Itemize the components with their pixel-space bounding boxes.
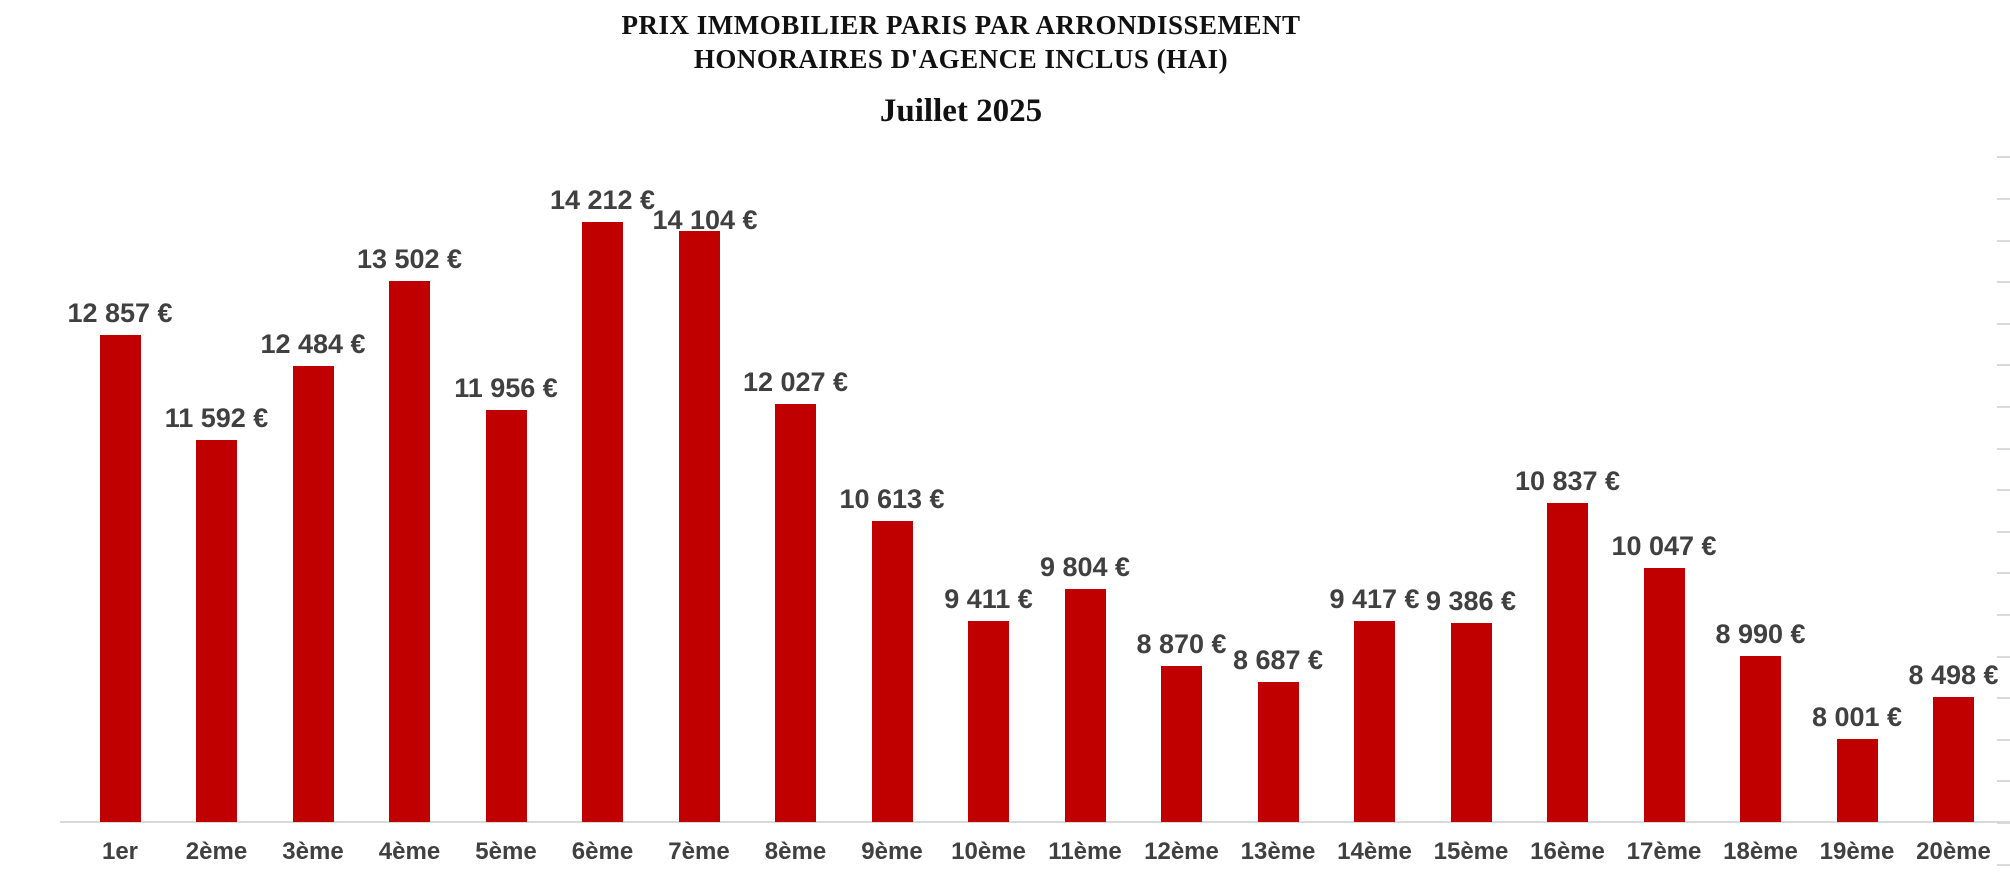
- bar-value-label: 9 411 €: [944, 584, 1033, 614]
- y-axis-tick: [1997, 281, 2010, 283]
- y-axis-tick: [1997, 739, 2010, 741]
- y-axis-tick: [1997, 614, 2010, 616]
- x-axis-label: 6ème: [571, 838, 634, 865]
- bar-value-label: 9 386 €: [1425, 586, 1517, 616]
- chart-title-block: PRIX IMMOBILIER PARIS PAR ARRONDISSEMENT…: [0, 8, 1922, 130]
- bar-8ème: [775, 404, 816, 822]
- bar-9ème: [871, 521, 913, 822]
- x-axis-label: 20ème: [1916, 838, 1991, 865]
- y-axis-tick: [1997, 697, 2010, 699]
- bar-value-label: 9 417 €: [1329, 584, 1420, 614]
- x-axis-label: 4ème: [378, 838, 441, 865]
- bar-12ème: [1161, 666, 1202, 822]
- bar-value-label: 12 857 €: [67, 298, 173, 328]
- bar-13ème: [1257, 682, 1299, 822]
- bar-value-label: 11 956 €: [454, 373, 558, 403]
- bar-7ème: [678, 231, 720, 822]
- bar-10ème: [968, 621, 1009, 822]
- bar-value-label: 8 498 €: [1908, 660, 1999, 690]
- bar-19ème: [1836, 739, 1878, 822]
- bar-16ème: [1547, 503, 1588, 822]
- bar-value-label: 14 212 €: [549, 185, 656, 215]
- bar-value-label: 10 837 €: [1514, 466, 1621, 496]
- bar-11ème: [1064, 589, 1106, 822]
- chart-title-line-1: PRIX IMMOBILIER PARIS PAR ARRONDISSEMENT: [621, 10, 1301, 40]
- x-axis-label: 16ème: [1530, 838, 1605, 865]
- bar-value-label: 8 687 €: [1232, 645, 1324, 675]
- bar-17ème: [1643, 568, 1685, 822]
- y-axis-tick: [1997, 489, 2010, 491]
- bar-18ème: [1740, 656, 1781, 822]
- bar-4ème: [389, 281, 430, 822]
- y-axis-tick: [1997, 364, 2010, 366]
- x-axis-label: 12ème: [1144, 838, 1219, 865]
- x-axis-label: 10ème: [951, 838, 1026, 865]
- bar-14ème: [1354, 621, 1395, 822]
- bar-value-label: 10 047 €: [1611, 531, 1717, 561]
- chart-subtitle: Juillet 2025: [879, 93, 1043, 129]
- x-axis-label: 19ème: [1819, 838, 1895, 865]
- x-axis-line: [60, 821, 2010, 823]
- bar-value-label: 9 804 €: [1039, 552, 1131, 582]
- bar-value-label: 11 592 €: [164, 403, 269, 433]
- bar-value-label: 8 990 €: [1715, 619, 1806, 649]
- x-axis-label: 5ème: [475, 838, 537, 865]
- x-axis-label: 8ème: [764, 838, 827, 865]
- x-axis-label: 17ème: [1626, 838, 1702, 865]
- bar-value-label: 14 104 €: [652, 205, 758, 235]
- x-axis-label: 14ème: [1337, 838, 1412, 865]
- x-axis-label: 7ème: [668, 838, 730, 865]
- x-axis-label: 15ème: [1433, 838, 1509, 865]
- x-axis-label: 13ème: [1240, 838, 1316, 865]
- bar-6ème: [582, 222, 623, 822]
- bar-3ème: [292, 366, 334, 822]
- x-axis-label: 1er: [101, 838, 139, 865]
- x-axis-label: 11ème: [1048, 838, 1122, 865]
- y-axis-tick: [1997, 572, 2010, 574]
- y-axis-tick: [1997, 156, 2010, 158]
- bar-value-label: 8 001 €: [1811, 702, 1903, 732]
- bar-value-label: 13 502 €: [356, 244, 463, 274]
- y-axis-tick: [1997, 822, 2010, 824]
- bar-15ème: [1450, 623, 1492, 822]
- bar-5ème: [485, 410, 527, 822]
- x-axis-label: 18ème: [1723, 838, 1798, 865]
- bar-value-label: 12 027 €: [742, 367, 849, 397]
- y-axis-tick: [1997, 448, 2010, 450]
- y-axis-tick: [1997, 531, 2010, 533]
- chart-title-line-2: HONORAIRES D'AGENCE INCLUS (HAI): [693, 44, 1229, 74]
- y-axis-tick: [1997, 864, 2010, 866]
- y-axis-tick: [1997, 323, 2010, 325]
- x-axis-label: 3ème: [282, 838, 344, 865]
- bar-2ème: [196, 440, 237, 822]
- y-axis-tick: [1997, 240, 2010, 242]
- x-axis-label: 9ème: [861, 838, 923, 865]
- y-axis-tick: [1997, 406, 2010, 408]
- bar-value-label: 8 870 €: [1136, 629, 1227, 659]
- bar-value-label: 10 613 €: [839, 484, 945, 514]
- bar-20ème: [1933, 697, 1974, 822]
- x-axis-label: 2ème: [185, 838, 248, 865]
- bar-1er: [99, 335, 141, 822]
- y-axis-tick: [1997, 198, 2010, 200]
- y-axis-tick: [1997, 780, 2010, 782]
- bar-value-label: 12 484 €: [260, 329, 366, 359]
- y-axis-tick: [1997, 656, 2010, 658]
